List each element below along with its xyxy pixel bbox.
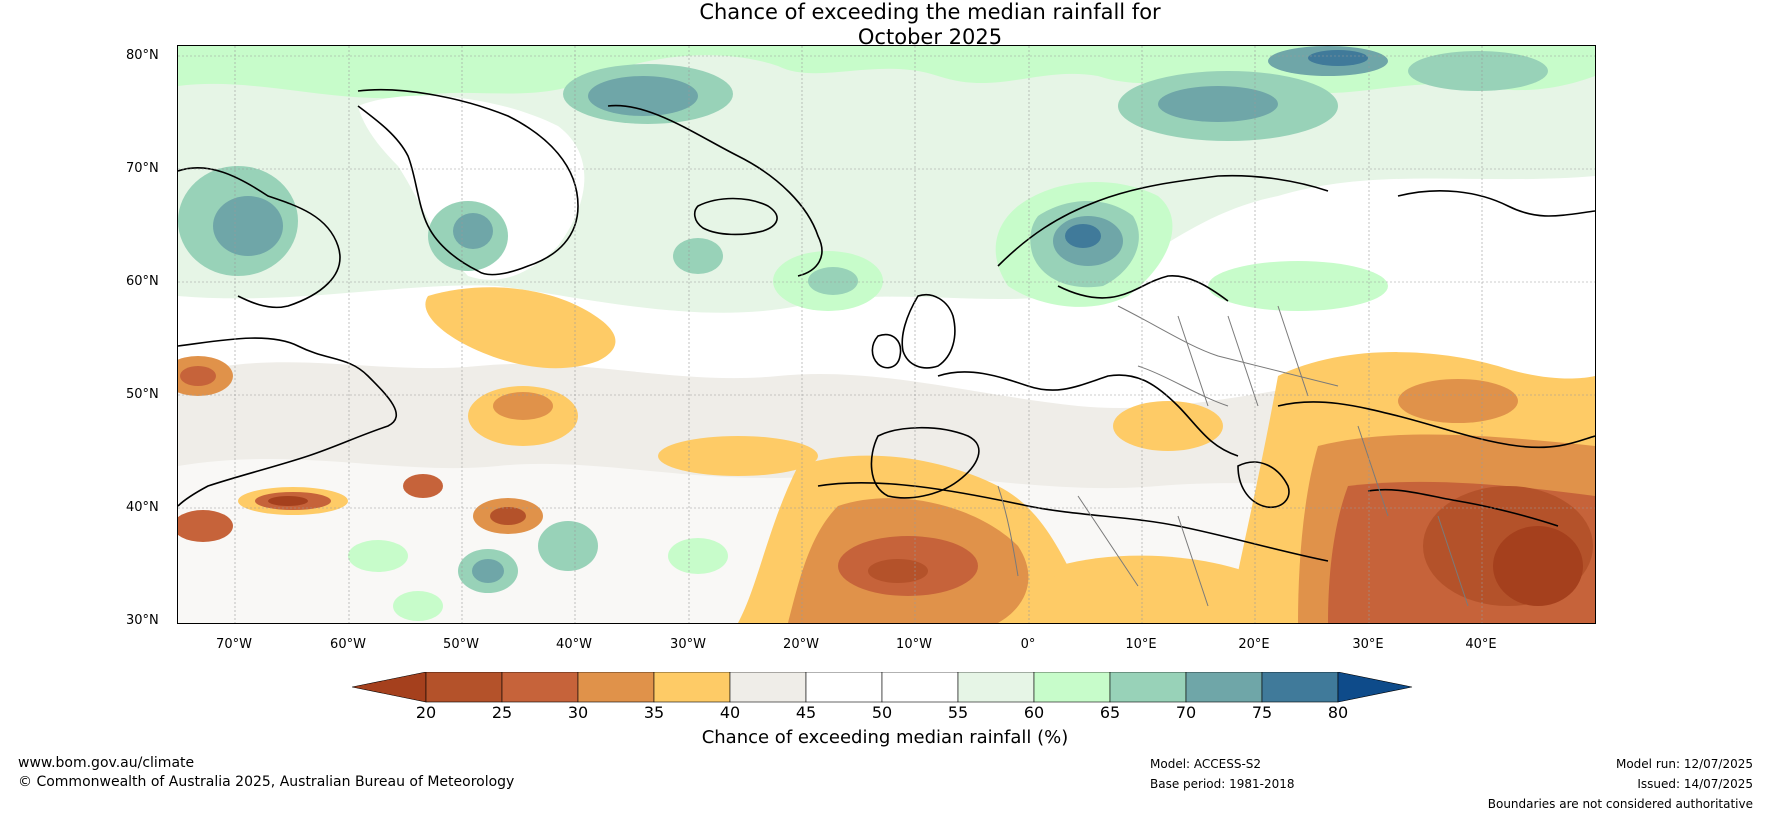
colorbar-tick-label: 45 (795, 703, 817, 722)
colorbar-tick-label: 25 (491, 703, 513, 722)
colorbar-segment (501, 671, 579, 703)
colorbar-segment (805, 671, 883, 703)
lon-label-10w: 10°W (896, 637, 932, 652)
colorbar-segment (577, 671, 655, 703)
lon-label-30e: 30°E (1352, 637, 1384, 652)
lon-label-60w: 60°W (330, 637, 366, 652)
lat-label-80n: 80°N (126, 48, 159, 63)
lon-label-70w: 70°W (216, 637, 252, 652)
colorbar-tick-label: 65 (1099, 703, 1121, 722)
colorbar-tick-label: 50 (871, 703, 893, 722)
lat-label-50n: 50°N (126, 387, 159, 402)
colorbar-tick-label: 35 (643, 703, 665, 722)
colorbar-segment (729, 671, 807, 703)
colorbar-tick-label: 75 (1251, 703, 1273, 722)
colorbar-segment (653, 671, 731, 703)
issued-text: Issued: 14/07/2025 (1637, 777, 1753, 791)
lon-label-10e: 10°E (1125, 637, 1157, 652)
colorbar-tick-label: 60 (1023, 703, 1045, 722)
colorbar-segment (425, 671, 503, 703)
map-title: Chance of exceeding the median rainfall … (0, 0, 1770, 50)
colorbar-segment (1033, 671, 1111, 703)
title-line-1: Chance of exceeding the median rainfall … (699, 0, 1161, 24)
lon-label-20e: 20°E (1238, 637, 1270, 652)
colorbar-tick-label: 30 (567, 703, 589, 722)
colorbar-extend-high (1337, 671, 1413, 703)
colorbar-segment (1185, 671, 1263, 703)
colorbar-tick-label: 55 (947, 703, 969, 722)
lon-label-20w: 20°W (783, 637, 819, 652)
lat-label-60n: 60°N (126, 274, 159, 289)
base-period-text: Base period: 1981-2018 (1150, 777, 1295, 791)
rainfall-map (177, 45, 1596, 624)
colorbar-segment (1109, 671, 1187, 703)
colorbar-tick-label: 70 (1175, 703, 1197, 722)
lon-label-40e: 40°E (1465, 637, 1497, 652)
colorbar-tick-label: 20 (415, 703, 437, 722)
colorbar-label: Chance of exceeding median rainfall (%) (701, 727, 1069, 748)
model-run-text: Model run: 12/07/2025 (1615, 757, 1753, 771)
lat-label-40n: 40°N (126, 500, 159, 515)
map-canvas (178, 46, 1595, 623)
colorbar-graphic (351, 671, 1413, 703)
disclaimer-text: Boundaries are not considered authoritat… (1487, 797, 1753, 811)
model-text: Model: ACCESS-S2 (1150, 757, 1262, 771)
copyright-text: © Commonwealth of Australia 2025, Austra… (18, 774, 515, 790)
colorbar-segment (957, 671, 1035, 703)
lat-label-70n: 70°N (126, 161, 159, 176)
lon-label-50w: 50°W (443, 637, 479, 652)
colorbar (351, 671, 1422, 708)
website-link[interactable]: www.bom.gov.au/climate (18, 755, 194, 771)
lon-label-40w: 40°W (556, 637, 592, 652)
lon-label-0: 0° (1020, 637, 1036, 652)
colorbar-tick-label: 40 (719, 703, 741, 722)
colorbar-tick-label: 80 (1327, 703, 1349, 722)
colorbar-segment (881, 671, 959, 703)
website-link-text[interactable]: www.bom.gov.au/climate (18, 755, 195, 771)
colorbar-segment (1261, 671, 1339, 703)
lon-label-30w: 30°W (670, 637, 706, 652)
colorbar-extend-low (351, 671, 427, 703)
lat-label-30n: 30°N (126, 613, 159, 628)
